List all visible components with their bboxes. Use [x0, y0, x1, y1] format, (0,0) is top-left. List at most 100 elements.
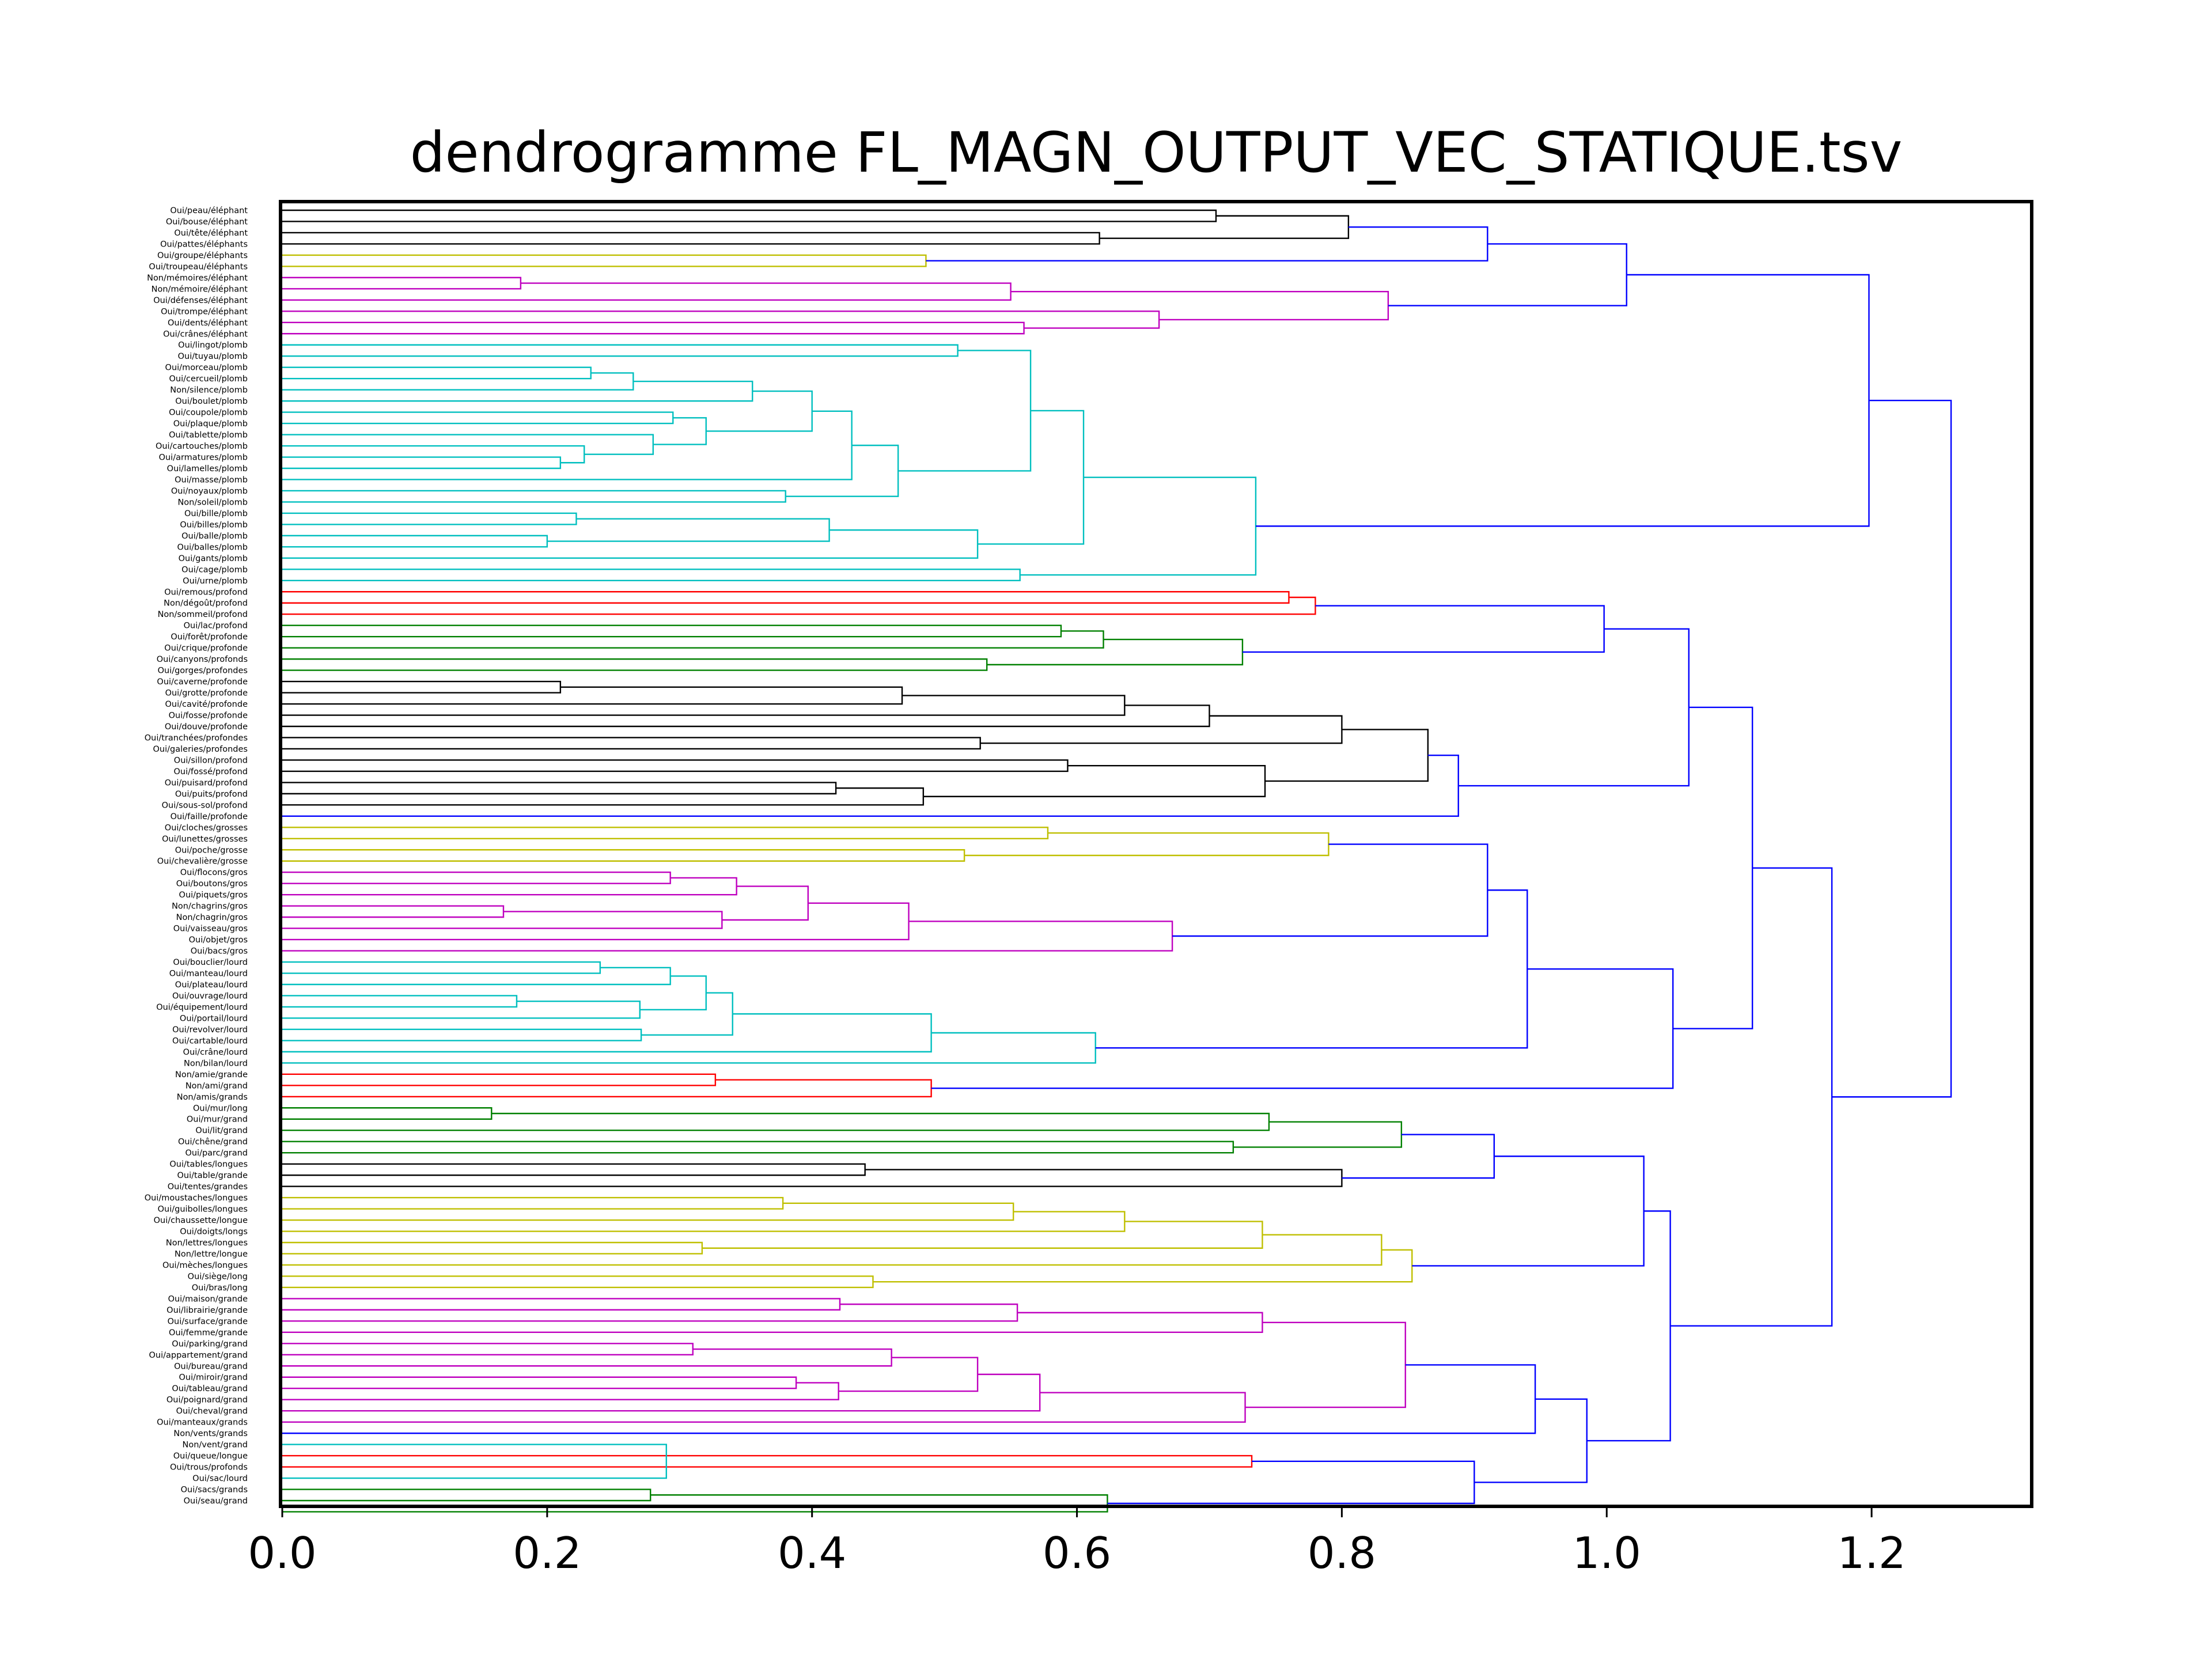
dendrogram-link: [282, 1107, 493, 1120]
leaf-label: Non/chagrin/gros: [176, 913, 248, 922]
x-tick-label: 1.0: [1573, 1528, 1641, 1578]
leaf-label: Oui/canyons/profonds: [157, 655, 248, 664]
leaf-label: Oui/tranchées/profondes: [145, 733, 248, 743]
leaf-label: Oui/lac/profond: [184, 622, 248, 631]
leaf-label: Oui/crâne/lourd: [183, 1048, 248, 1057]
leaf-label: Oui/cloches/grosses: [165, 823, 248, 832]
leaf-label: Non/ami/grand: [185, 1081, 248, 1090]
leaf-label: Oui/crique/profonde: [164, 644, 248, 653]
dendrogram-link: [987, 638, 1244, 666]
dendrogram-link: [282, 1032, 1096, 1064]
leaf-label: Oui/sacs/grands: [181, 1486, 248, 1495]
dendrogram-link: [282, 591, 1290, 604]
leaf-label: Oui/sillon/profond: [174, 756, 248, 765]
dendrogram-link: [282, 1073, 717, 1086]
leaf-label: Oui/poignard/grand: [166, 1396, 248, 1405]
dendrogram-link: [1412, 1156, 1645, 1267]
leaf-label: Oui/galeries/profondes: [153, 745, 248, 754]
leaf-label: Oui/plateau/lourd: [175, 980, 248, 990]
leaf-label: Oui/librairie/grande: [166, 1306, 248, 1315]
leaf-label: Oui/pattes/éléphants: [160, 240, 248, 249]
dendrogram-link: [282, 1382, 839, 1400]
leaf-label: Oui/mur/long: [193, 1104, 248, 1113]
dendrogram-link: [282, 344, 959, 357]
leaf-label: Oui/douve/profonde: [165, 722, 248, 732]
x-tick-label: 0.6: [1043, 1528, 1111, 1578]
dendrogram-link: [282, 1202, 1014, 1221]
leaf-label: Oui/parc/grand: [185, 1149, 248, 1158]
leaf-label: Non/vents/grands: [173, 1429, 248, 1438]
dendrogram-link: [1474, 1398, 1588, 1483]
leaf-label: Oui/lit/grand: [195, 1126, 248, 1135]
dendrogram-link: [282, 921, 1173, 952]
dendrogram-link: [282, 877, 737, 896]
leaf-label: Non/mémoires/éléphant: [147, 274, 248, 283]
leaf-label: Oui/poche/grosse: [175, 846, 248, 855]
leaf-label: Oui/manteau/lourd: [169, 969, 248, 979]
leaf-label: Oui/balle/plomb: [181, 532, 248, 541]
leaf-label: Oui/trompe/éléphant: [161, 307, 248, 316]
dendrogram-link: [1099, 215, 1350, 239]
leaf-label: Oui/tuyau/plomb: [178, 352, 248, 361]
dendrogram-link: [282, 1234, 1382, 1266]
leaf-label: Oui/lamelles/plomb: [167, 464, 248, 474]
dendrogram-link: [282, 232, 1100, 245]
leaf-label: Oui/ouvrage/lourd: [172, 991, 248, 1001]
leaf-label: Oui/queue/longue: [173, 1452, 248, 1461]
leaf-label: Oui/puits/profond: [175, 790, 248, 799]
dendrogram-link: [1255, 274, 1870, 527]
leaf-label: Oui/mur/grand: [187, 1115, 248, 1124]
leaf-label: Non/chagrins/gros: [172, 902, 248, 911]
dendrogram-link: [282, 366, 592, 380]
leaf-label: Oui/troupeau/éléphants: [149, 262, 248, 271]
x-axis: 0.0 0.2 0.4 0.6 0.8 1.0 1.2: [248, 1506, 1906, 1578]
leaf-label: Oui/portail/lourd: [180, 1014, 248, 1023]
leaf-label-group: Oui/peau/éléphant Oui/bouse/éléphant Oui/t…: [145, 206, 248, 1506]
x-tick-label: 0.4: [778, 1528, 846, 1578]
dendrogram-link: [282, 759, 1069, 772]
link-group: [282, 209, 1952, 1513]
leaf-label: Oui/piquets/gros: [179, 891, 248, 900]
dendrogram-link: [1670, 867, 1833, 1327]
leaf-label: Oui/bureau/grand: [174, 1362, 248, 1371]
dendrogram-link: [926, 226, 1488, 262]
dendrogram-link: [838, 1357, 979, 1392]
dendrogram-link: [282, 490, 786, 503]
leaf-label: Oui/tentes/grandes: [168, 1183, 248, 1192]
leaf-label: Oui/lingot/plomb: [178, 341, 248, 350]
leaf-label: Oui/noyaux/plomb: [171, 487, 248, 496]
leaf-label: Oui/bouclier/lourd: [173, 958, 248, 967]
leaf-label: Oui/cheval/grand: [176, 1407, 248, 1416]
leaf-label: Non/sommeil/profond: [158, 610, 248, 619]
leaf-label: Oui/grotte/profonde: [165, 689, 248, 698]
leaf-label: Oui/urne/plomb: [183, 577, 248, 586]
x-tick-label: 1.2: [1837, 1528, 1906, 1578]
dendrogram-link: [1172, 843, 1488, 937]
dendrogram-link: [931, 968, 1674, 1089]
leaf-label: Oui/vaisseau/gros: [173, 925, 248, 934]
leaf-label: Oui/maison/grande: [168, 1294, 248, 1304]
leaf-label: Oui/sous-sol/profond: [162, 801, 248, 810]
leaf-label: Oui/bacs/gros: [191, 947, 248, 956]
leaf-label: Oui/seau/grand: [184, 1497, 248, 1506]
leaf-label: Oui/siège/long: [188, 1272, 248, 1281]
chart-title: dendrogramme FL_MAGN_OUTPUT_VEC_STATIQUE…: [410, 120, 1903, 185]
leaf-label: Non/mémoire/éléphant: [151, 285, 248, 294]
leaf-label: Oui/mèches/longues: [162, 1261, 248, 1270]
leaf-label: Non/dégoût/profond: [164, 599, 248, 608]
leaf-label: Oui/chevalière/grosse: [157, 857, 248, 866]
dendrogram-link: [282, 1169, 1343, 1187]
leaf-label: Oui/fosse/profonde: [169, 711, 248, 721]
leaf-label: Oui/cage/plomb: [181, 565, 248, 574]
leaf-label: Oui/parking/grand: [172, 1339, 248, 1349]
dendrogram-link: [1832, 399, 1952, 1098]
leaf-label: Non/amis/grands: [177, 1093, 248, 1102]
leaf-label: Oui/forêt/profonde: [171, 632, 248, 642]
dendrogram-link: [282, 1348, 892, 1367]
leaf-label: Oui/crânes/éléphant: [163, 329, 248, 339]
leaf-label: Non/bilan/lourd: [184, 1059, 248, 1068]
leaf-label: Oui/billes/plomb: [180, 520, 248, 529]
dendrogram-link: [282, 1196, 784, 1210]
leaf-label: Oui/femme/grande: [169, 1328, 248, 1338]
